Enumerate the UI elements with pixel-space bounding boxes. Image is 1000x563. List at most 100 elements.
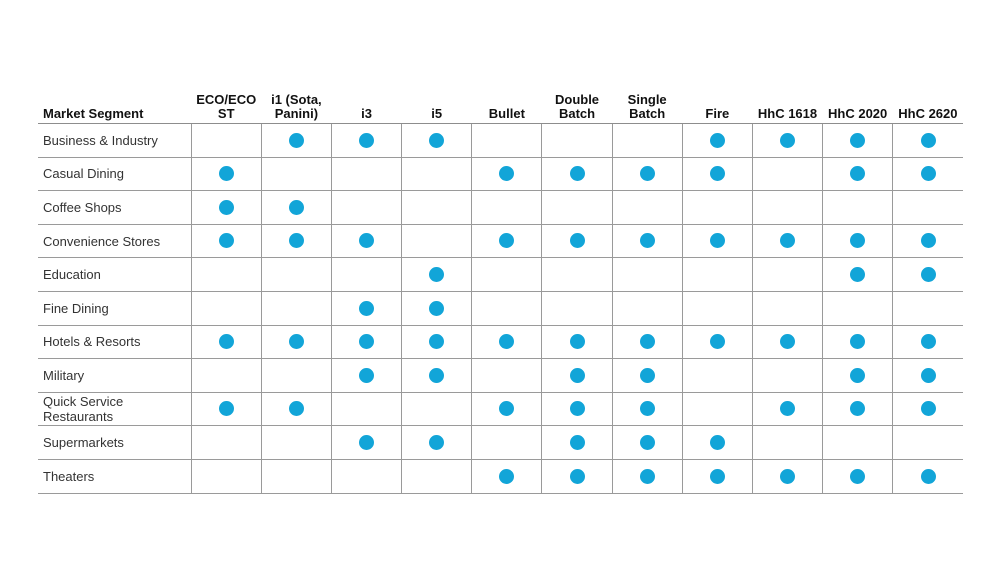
availability-dot-icon [850,334,866,350]
matrix-cell [330,425,402,460]
table-body: Business & Industry Casual Dining Coffee S… [38,123,963,494]
matrix-cell [330,291,402,326]
availability-dot-icon [218,401,234,417]
matrix-cell [892,123,963,158]
matrix-cell [401,392,472,427]
segment-label: Casual Dining [38,157,192,192]
availability-dot-icon [569,166,585,182]
availability-dot-icon [359,367,375,383]
matrix-cell [541,123,613,158]
matrix-cell [471,459,542,494]
matrix-cell [681,459,753,494]
matrix-cell [822,459,893,494]
segment-label: Convenience Stores [38,224,192,259]
availability-dot-icon [779,132,795,148]
table-row: Business & Industry [38,123,963,158]
matrix-cell [330,123,402,158]
matrix-cell [471,291,542,326]
availability-dot-icon [499,468,515,484]
header-row: Market Segment ECO/ECO ST i1 (Sota, Panini… [38,88,963,124]
matrix-cell [471,257,542,292]
segment-label: Theaters [38,459,192,494]
availability-dot-icon [359,300,375,316]
matrix-cell [822,392,893,427]
column-header-product: ECO/ECO ST [191,88,262,124]
availability-dot-icon [639,166,655,182]
matrix-cell [541,459,613,494]
table-row: Convenience Stores [38,224,963,259]
matrix-cell [401,123,472,158]
matrix-cell [330,459,402,494]
matrix-cell [330,392,402,427]
matrix-cell [611,358,683,393]
matrix-cell [260,123,332,158]
matrix-cell [541,224,613,259]
segment-label: Coffee Shops [38,190,192,225]
availability-dot-icon [569,468,585,484]
matrix-cell [260,190,332,225]
availability-dot-icon [639,468,655,484]
matrix-cell [541,257,613,292]
availability-dot-icon [850,468,866,484]
column-header-product: Fire [682,88,753,124]
matrix-cell [541,425,613,460]
matrix-cell [190,224,262,259]
availability-dot-icon [359,334,375,350]
table-row: Casual Dining [38,157,963,192]
table-row: Theaters [38,459,963,494]
availability-dot-icon [218,233,234,249]
availability-dot-icon [709,166,725,182]
matrix-cell [751,291,823,326]
availability-dot-icon [920,334,936,350]
table-row: Supermarkets [38,425,963,460]
availability-dot-icon [850,401,866,417]
availability-dot-icon [218,199,234,215]
availability-dot-icon [569,401,585,417]
matrix-cell [751,257,823,292]
matrix-cell [822,157,893,192]
matrix-cell [611,291,683,326]
segment-label: Supermarkets [38,425,192,460]
matrix-cell [260,257,332,292]
availability-dot-icon [709,233,725,249]
availability-dot-icon [429,266,445,282]
availability-dot-icon [429,334,445,350]
availability-dot-icon [920,266,936,282]
matrix-cell [751,123,823,158]
availability-dot-icon [359,132,375,148]
availability-dot-icon [850,166,866,182]
matrix-cell [751,459,823,494]
matrix-cell [471,325,542,360]
matrix-cell [611,257,683,292]
matrix-cell [681,425,753,460]
matrix-cell [892,325,963,360]
matrix-cell [330,257,402,292]
availability-dot-icon [499,166,515,182]
availability-dot-icon [639,334,655,350]
column-header-product: Bullet [471,88,542,124]
matrix-cell [611,392,683,427]
segment-label: Fine Dining [38,291,192,326]
matrix-cell [822,123,893,158]
matrix-cell [751,392,823,427]
column-header-product: Double Batch [541,88,613,124]
availability-dot-icon [569,367,585,383]
column-header-product: HhC 2620 [892,88,963,124]
matrix-cell [681,291,753,326]
segment-label: Military [38,358,192,393]
matrix-cell [401,190,472,225]
matrix-cell [541,358,613,393]
matrix-cell [330,157,402,192]
matrix-cell [681,190,753,225]
matrix-cell [892,392,963,427]
matrix-cell [401,224,472,259]
matrix-cell [541,392,613,427]
matrix-cell [541,325,613,360]
matrix-cell [611,157,683,192]
matrix-cell [751,358,823,393]
column-header-product: i1 (Sota, Panini) [261,88,332,124]
matrix-cell [751,325,823,360]
matrix-cell [892,157,963,192]
availability-dot-icon [429,367,445,383]
matrix-cell [681,123,753,158]
